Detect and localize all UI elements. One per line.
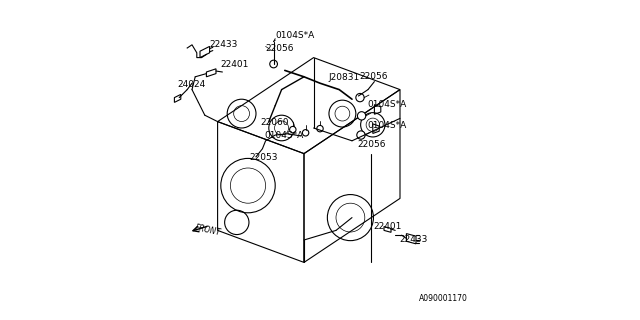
Text: 22053: 22053 — [249, 153, 278, 162]
Text: J20831: J20831 — [329, 73, 360, 82]
Text: 0104S*A: 0104S*A — [264, 131, 303, 140]
Text: 0104S*A: 0104S*A — [275, 31, 314, 40]
Circle shape — [357, 112, 366, 120]
Text: 22056: 22056 — [359, 72, 388, 81]
Circle shape — [317, 125, 323, 132]
Text: 22433: 22433 — [210, 40, 238, 49]
Text: 22401: 22401 — [374, 222, 402, 231]
Text: FRONT: FRONT — [195, 223, 222, 237]
Circle shape — [357, 131, 365, 139]
Text: 22401: 22401 — [221, 60, 249, 68]
Text: A090001170: A090001170 — [419, 294, 467, 303]
Text: 0104S*A: 0104S*A — [367, 121, 406, 130]
Text: 0104S*A: 0104S*A — [367, 100, 406, 109]
Circle shape — [270, 60, 278, 68]
Text: 24024: 24024 — [178, 80, 206, 89]
Circle shape — [356, 93, 364, 102]
Circle shape — [289, 126, 296, 133]
Text: 22056: 22056 — [266, 44, 294, 52]
Text: 22060: 22060 — [261, 118, 289, 127]
Circle shape — [303, 130, 309, 136]
Text: 22433: 22433 — [399, 236, 428, 244]
Text: 22056: 22056 — [358, 140, 387, 149]
